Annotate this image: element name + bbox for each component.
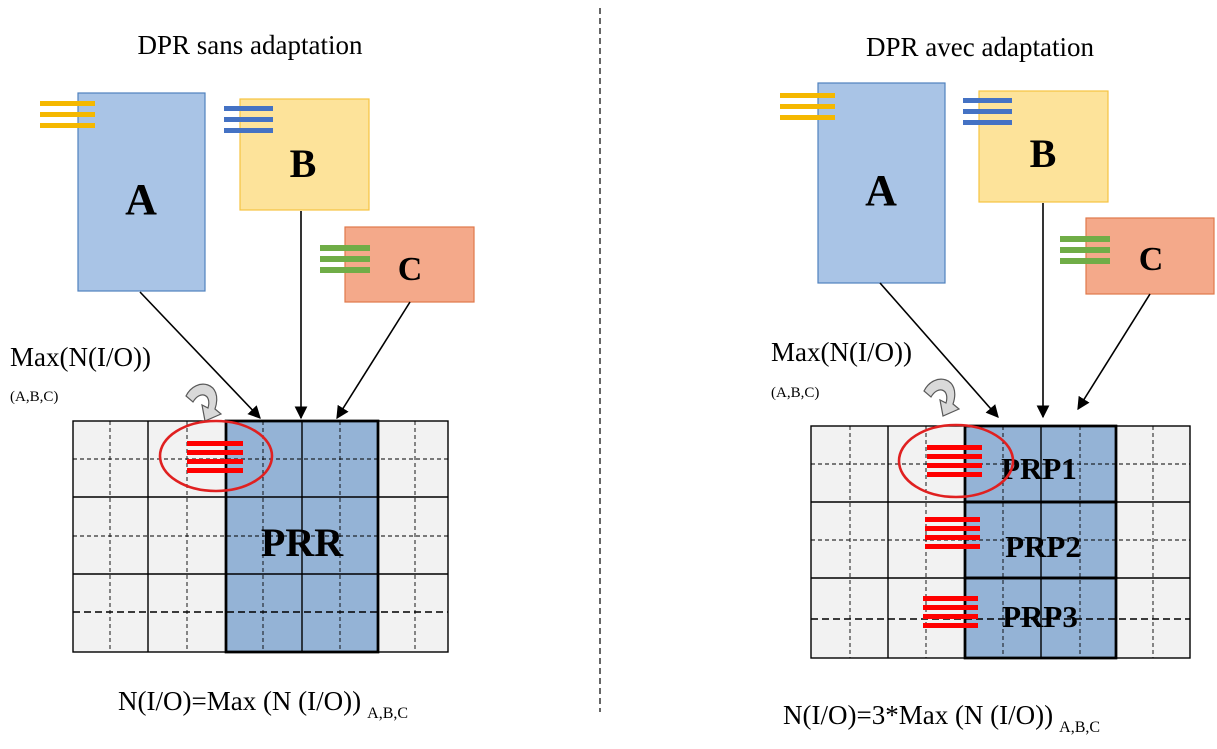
left-max-sub: (A,B,C) — [10, 389, 58, 405]
right-prp3-label: PRP3 — [1002, 599, 1078, 634]
right-module-c — [1085, 217, 1215, 295]
right-module-c-label: C — [1139, 241, 1164, 278]
left-prr-label: PRR — [261, 520, 344, 565]
left-io-icon-a — [40, 101, 95, 128]
left-io-icon-b — [224, 106, 273, 133]
right-io-icon-red-2 — [925, 517, 980, 549]
right-io-icon-b — [963, 98, 1012, 125]
right-io-icon-red-3 — [923, 596, 978, 628]
right-formula: N(I/O)=3*Max (N (I/O)) A,B,C — [783, 700, 1100, 736]
left-io-icon-red — [187, 441, 243, 473]
left-module-b-label: B — [290, 141, 317, 186]
right-panel: DPR avec adaptation A B C Max(N — [771, 32, 1215, 736]
right-max-sub: (A,B,C) — [771, 385, 819, 401]
left-panel: DPR sans adaptation A B C Max(N — [10, 30, 475, 722]
right-prp2-label: PRP2 — [1005, 529, 1081, 564]
right-io-highlight-circle — [897, 423, 1015, 499]
left-module-a — [77, 92, 206, 292]
left-module-a-label: A — [125, 175, 157, 224]
left-title: DPR sans adaptation — [138, 30, 363, 60]
right-module-a-label: A — [865, 166, 897, 215]
left-arrow-c — [336, 301, 411, 420]
left-formula: N(I/O)=Max (N (I/O)) A,B,C — [118, 686, 408, 722]
right-curved-arrow-icon — [923, 378, 961, 417]
left-arrow-a — [139, 291, 261, 419]
right-arrow-a — [879, 282, 999, 418]
left-io-icon-c — [320, 245, 370, 273]
left-module-c — [344, 226, 475, 303]
left-curved-arrow-icon — [185, 383, 223, 422]
right-module-b-label: B — [1030, 131, 1057, 176]
right-arrow-c — [1077, 293, 1151, 411]
left-max-label: Max(N(I/O)) — [10, 342, 151, 372]
right-io-icon-a — [780, 93, 835, 120]
right-io-icon-c — [1060, 236, 1110, 264]
left-io-highlight-circle — [158, 419, 274, 493]
right-max-label: Max(N(I/O)) — [771, 337, 912, 367]
left-module-c-label: C — [398, 251, 423, 288]
right-fpga-grid — [810, 424, 1191, 660]
right-io-icon-red-1 — [927, 445, 982, 477]
right-module-a — [817, 82, 946, 284]
right-title: DPR avec adaptation — [866, 32, 1094, 62]
